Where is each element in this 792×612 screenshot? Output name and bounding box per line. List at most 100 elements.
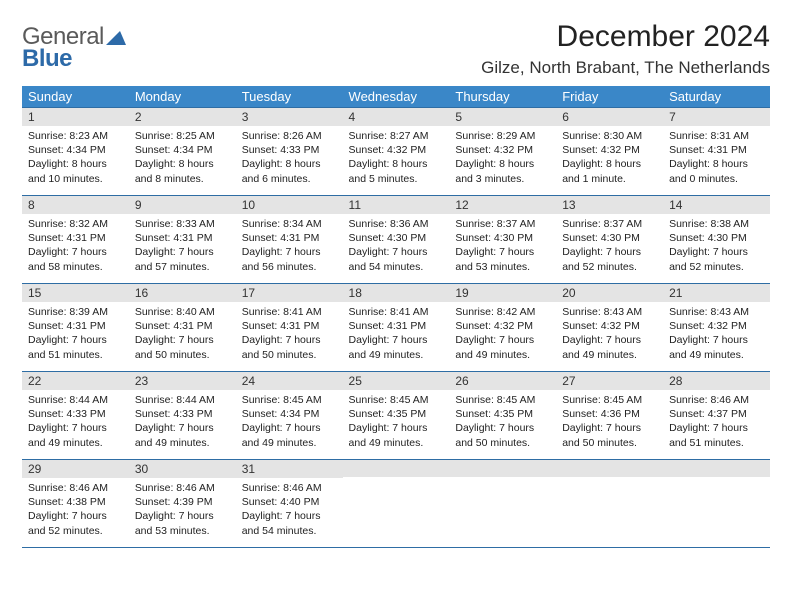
- day-info: [449, 477, 556, 484]
- day-info-line: Sunrise: 8:45 AM: [455, 393, 550, 407]
- day-number: 3: [236, 108, 343, 126]
- day-info: Sunrise: 8:38 AMSunset: 4:30 PMDaylight:…: [663, 214, 770, 278]
- day-info-line: and 54 minutes.: [242, 524, 337, 538]
- day-number: 21: [663, 284, 770, 302]
- day-info-line: Sunrise: 8:43 AM: [562, 305, 657, 319]
- day-number: [556, 460, 663, 477]
- day-info: Sunrise: 8:46 AMSunset: 4:37 PMDaylight:…: [663, 390, 770, 454]
- day-number: 30: [129, 460, 236, 478]
- day-info-line: Sunset: 4:32 PM: [562, 143, 657, 157]
- day-number: 25: [343, 372, 450, 390]
- calendar-day-cell: 24Sunrise: 8:45 AMSunset: 4:34 PMDayligh…: [236, 372, 343, 460]
- day-number: 5: [449, 108, 556, 126]
- day-info-line: and 56 minutes.: [242, 260, 337, 274]
- day-info-line: Daylight: 7 hours: [242, 421, 337, 435]
- calendar-day-cell: 5Sunrise: 8:29 AMSunset: 4:32 PMDaylight…: [449, 108, 556, 196]
- day-info-line: Sunset: 4:40 PM: [242, 495, 337, 509]
- weekday-header: Friday: [556, 86, 663, 108]
- day-info-line: Daylight: 7 hours: [135, 509, 230, 523]
- day-info-line: Sunset: 4:32 PM: [455, 143, 550, 157]
- day-info-line: Sunset: 4:34 PM: [135, 143, 230, 157]
- calendar-day-cell: 2Sunrise: 8:25 AMSunset: 4:34 PMDaylight…: [129, 108, 236, 196]
- day-info: Sunrise: 8:27 AMSunset: 4:32 PMDaylight:…: [343, 126, 450, 190]
- day-info-line: and 49 minutes.: [455, 348, 550, 362]
- calendar-day-cell: 22Sunrise: 8:44 AMSunset: 4:33 PMDayligh…: [22, 372, 129, 460]
- day-info-line: and 51 minutes.: [669, 436, 764, 450]
- calendar-day-cell: 4Sunrise: 8:27 AMSunset: 4:32 PMDaylight…: [343, 108, 450, 196]
- day-info-line: and 52 minutes.: [28, 524, 123, 538]
- calendar-day-cell: [556, 460, 663, 548]
- day-number: 19: [449, 284, 556, 302]
- day-number: 26: [449, 372, 556, 390]
- day-info-line: Daylight: 7 hours: [349, 421, 444, 435]
- day-info-line: Sunrise: 8:29 AM: [455, 129, 550, 143]
- calendar-day-cell: 27Sunrise: 8:45 AMSunset: 4:36 PMDayligh…: [556, 372, 663, 460]
- day-info-line: Sunset: 4:31 PM: [135, 231, 230, 245]
- day-info-line: Sunrise: 8:38 AM: [669, 217, 764, 231]
- day-info-line: and 53 minutes.: [135, 524, 230, 538]
- day-info-line: Daylight: 8 hours: [562, 157, 657, 171]
- day-info-line: Sunset: 4:33 PM: [135, 407, 230, 421]
- day-info-line: Sunrise: 8:36 AM: [349, 217, 444, 231]
- day-info-line: and 49 minutes.: [349, 348, 444, 362]
- day-info-line: Sunrise: 8:40 AM: [135, 305, 230, 319]
- day-info-line: and 49 minutes.: [28, 436, 123, 450]
- day-info-line: Sunrise: 8:37 AM: [455, 217, 550, 231]
- calendar-day-cell: 18Sunrise: 8:41 AMSunset: 4:31 PMDayligh…: [343, 284, 450, 372]
- brand-text: General Blue: [22, 26, 126, 70]
- day-info: Sunrise: 8:36 AMSunset: 4:30 PMDaylight:…: [343, 214, 450, 278]
- calendar-day-cell: 9Sunrise: 8:33 AMSunset: 4:31 PMDaylight…: [129, 196, 236, 284]
- day-info-line: Daylight: 8 hours: [28, 157, 123, 171]
- day-info-line: Sunrise: 8:27 AM: [349, 129, 444, 143]
- day-info-line: Daylight: 7 hours: [242, 509, 337, 523]
- day-info-line: Daylight: 8 hours: [135, 157, 230, 171]
- day-info-line: and 57 minutes.: [135, 260, 230, 274]
- day-info-line: and 49 minutes.: [669, 348, 764, 362]
- day-info-line: Daylight: 7 hours: [28, 509, 123, 523]
- calendar-day-cell: 26Sunrise: 8:45 AMSunset: 4:35 PMDayligh…: [449, 372, 556, 460]
- day-info-line: Sunrise: 8:45 AM: [242, 393, 337, 407]
- day-number: 16: [129, 284, 236, 302]
- day-info-line: Sunrise: 8:30 AM: [562, 129, 657, 143]
- day-number: 1: [22, 108, 129, 126]
- calendar-week-row: 15Sunrise: 8:39 AMSunset: 4:31 PMDayligh…: [22, 284, 770, 372]
- day-info-line: Sunset: 4:31 PM: [349, 319, 444, 333]
- day-number: 29: [22, 460, 129, 478]
- day-info-line: Sunrise: 8:39 AM: [28, 305, 123, 319]
- day-number: 24: [236, 372, 343, 390]
- day-info-line: Sunset: 4:30 PM: [562, 231, 657, 245]
- day-info-line: and 53 minutes.: [455, 260, 550, 274]
- day-number: [663, 460, 770, 477]
- day-info-line: and 3 minutes.: [455, 172, 550, 186]
- day-info-line: Sunrise: 8:37 AM: [562, 217, 657, 231]
- calendar-day-cell: 11Sunrise: 8:36 AMSunset: 4:30 PMDayligh…: [343, 196, 450, 284]
- day-info-line: Sunrise: 8:42 AM: [455, 305, 550, 319]
- calendar-day-cell: [449, 460, 556, 548]
- day-number: 8: [22, 196, 129, 214]
- calendar-day-cell: 7Sunrise: 8:31 AMSunset: 4:31 PMDaylight…: [663, 108, 770, 196]
- day-info-line: and 49 minutes.: [135, 436, 230, 450]
- day-number: 6: [556, 108, 663, 126]
- day-info: Sunrise: 8:31 AMSunset: 4:31 PMDaylight:…: [663, 126, 770, 190]
- day-info: Sunrise: 8:45 AMSunset: 4:35 PMDaylight:…: [449, 390, 556, 454]
- day-info-line: and 6 minutes.: [242, 172, 337, 186]
- day-info-line: Sunrise: 8:44 AM: [28, 393, 123, 407]
- calendar-week-row: 8Sunrise: 8:32 AMSunset: 4:31 PMDaylight…: [22, 196, 770, 284]
- calendar-day-cell: 20Sunrise: 8:43 AMSunset: 4:32 PMDayligh…: [556, 284, 663, 372]
- day-number: 14: [663, 196, 770, 214]
- day-info: Sunrise: 8:43 AMSunset: 4:32 PMDaylight:…: [556, 302, 663, 366]
- day-info-line: Daylight: 7 hours: [669, 333, 764, 347]
- day-number: 22: [22, 372, 129, 390]
- day-info: [343, 477, 450, 484]
- calendar-day-cell: 14Sunrise: 8:38 AMSunset: 4:30 PMDayligh…: [663, 196, 770, 284]
- day-info-line: Sunrise: 8:45 AM: [562, 393, 657, 407]
- day-info: Sunrise: 8:45 AMSunset: 4:35 PMDaylight:…: [343, 390, 450, 454]
- day-info: Sunrise: 8:46 AMSunset: 4:40 PMDaylight:…: [236, 478, 343, 542]
- day-info-line: Sunset: 4:34 PM: [28, 143, 123, 157]
- day-number: 9: [129, 196, 236, 214]
- day-info: Sunrise: 8:30 AMSunset: 4:32 PMDaylight:…: [556, 126, 663, 190]
- day-info: Sunrise: 8:23 AMSunset: 4:34 PMDaylight:…: [22, 126, 129, 190]
- day-info-line: Daylight: 7 hours: [135, 421, 230, 435]
- calendar-day-cell: 12Sunrise: 8:37 AMSunset: 4:30 PMDayligh…: [449, 196, 556, 284]
- weekday-header: Thursday: [449, 86, 556, 108]
